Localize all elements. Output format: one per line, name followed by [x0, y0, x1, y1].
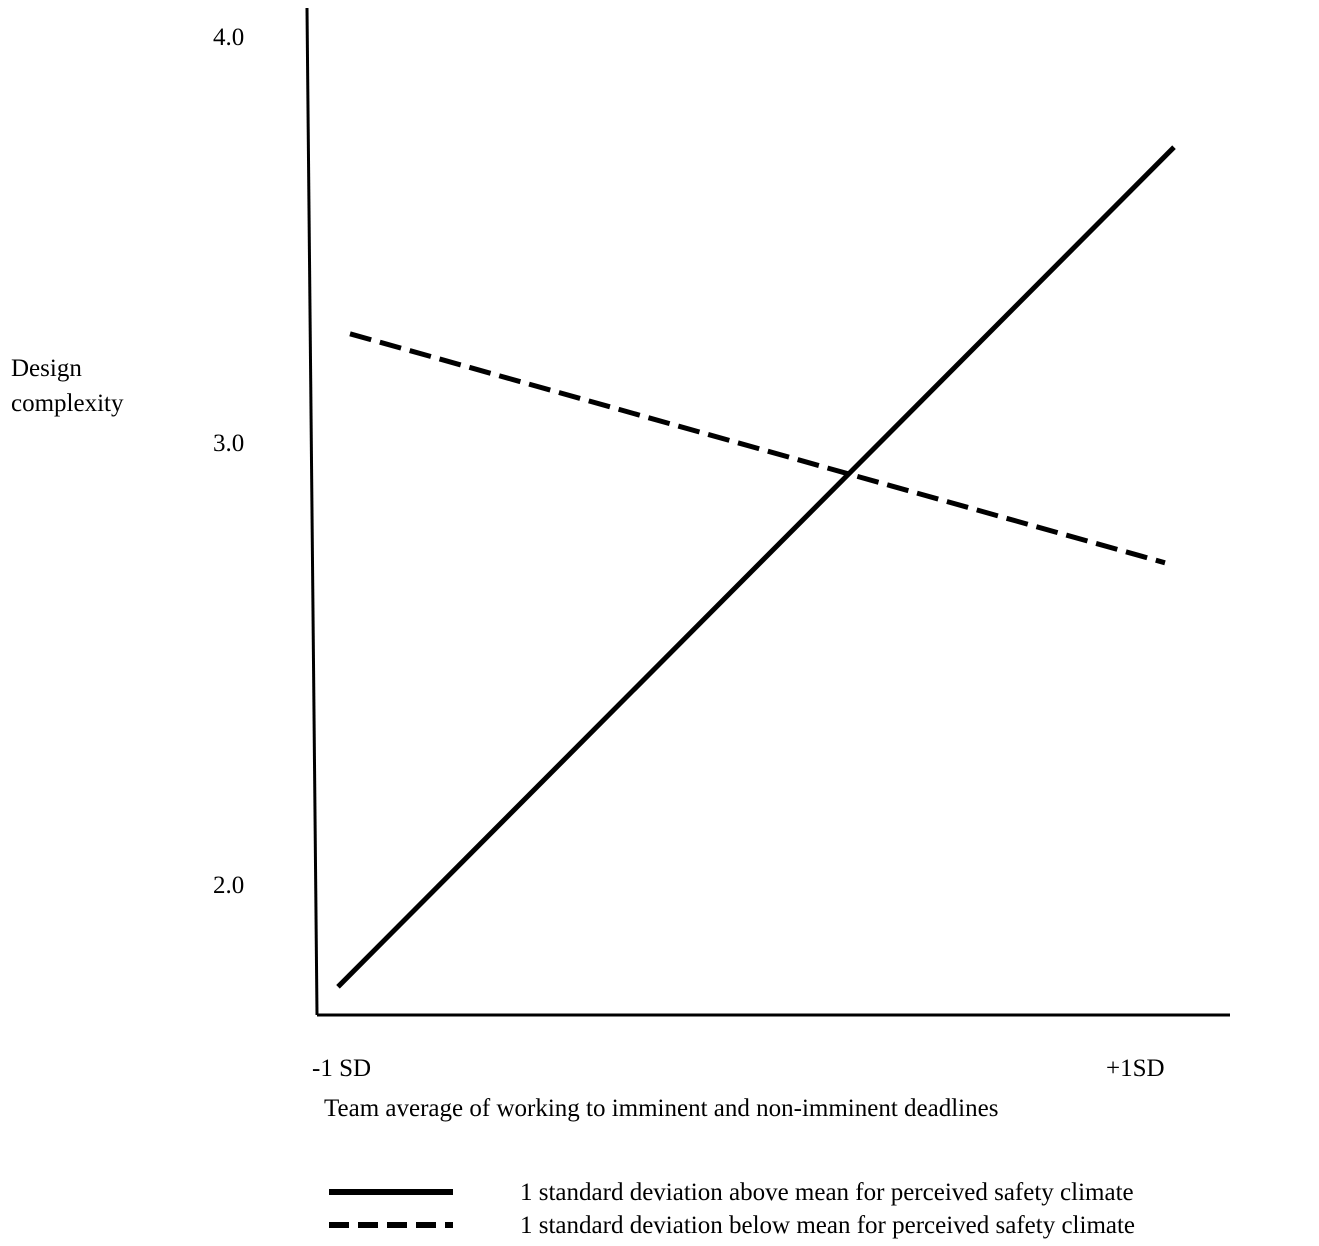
y-axis-label-line-1: Design — [11, 355, 82, 382]
legend-label-below-mean: 1 standard deviation below mean for perc… — [520, 1212, 1135, 1239]
y-axis — [305, 7, 319, 1016]
y-tick-label-2-0: 2.0 — [213, 872, 244, 899]
x-tick-label-minus-1sd: -1 SD — [312, 1055, 371, 1082]
legend-label-above-mean: 1 standard deviation above mean for perc… — [520, 1179, 1134, 1206]
series-line-above-mean — [336, 145, 1176, 989]
y-tick-label-4-0: 4.0 — [213, 24, 244, 51]
y-axis-label-line-2: complexity — [11, 390, 124, 417]
y-tick-label-3-0: 3.0 — [213, 430, 244, 457]
series-line-below-mean — [349, 331, 1166, 566]
x-tick-label-plus-1sd: +1SD — [1106, 1055, 1165, 1082]
x-axis-label: Team average of working to imminent and … — [324, 1095, 998, 1122]
